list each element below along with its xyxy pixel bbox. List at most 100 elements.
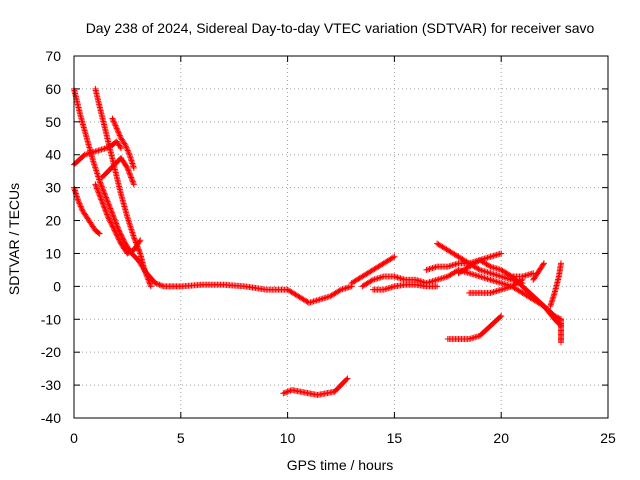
trace-marker — [97, 193, 104, 200]
trace-marker — [124, 147, 131, 154]
y-tick-label: 20 — [45, 213, 61, 229]
trace-marker — [111, 215, 118, 222]
trace-marker — [92, 182, 99, 189]
trace-marker — [125, 148, 132, 155]
trace-marker — [127, 171, 134, 178]
data-point — [558, 339, 565, 346]
data-point — [540, 260, 547, 267]
trace-marker — [100, 203, 107, 210]
trace-marker — [93, 184, 100, 191]
trace-marker — [114, 128, 121, 135]
trace-marker — [116, 236, 123, 243]
trace-marker — [486, 262, 493, 269]
trace-marker — [110, 118, 117, 125]
trace-marker — [121, 140, 128, 147]
trace-marker — [106, 202, 113, 209]
trace-marker — [97, 179, 104, 186]
trace-marker — [105, 215, 112, 222]
ticks: 0 5 10 15 20 25 -40 -30 -20 -10 0 10 20 30 40 50 60 70 — [41, 48, 616, 446]
data-point — [96, 230, 103, 237]
trace-marker — [102, 207, 109, 214]
trace-marker — [156, 281, 163, 288]
trace-marker — [286, 388, 293, 395]
trace-marker — [111, 119, 118, 126]
y-tick-label: 30 — [45, 180, 61, 196]
trace-marker — [146, 280, 153, 287]
trace-marker — [95, 188, 102, 195]
trace-marker — [103, 210, 110, 217]
trace-marker — [110, 116, 117, 123]
trace-marker — [116, 237, 123, 244]
trace-marker — [93, 185, 100, 192]
data-point — [122, 141, 129, 148]
data-point — [111, 227, 118, 234]
trace-marker — [116, 132, 123, 139]
y-tick-label: 10 — [45, 245, 61, 261]
data-point — [92, 181, 99, 188]
trace-marker — [77, 203, 84, 210]
trace-marker — [97, 180, 104, 187]
data-point — [124, 250, 131, 257]
trace-marker — [95, 189, 102, 196]
trace-marker — [103, 208, 110, 215]
plot-frame — [73, 55, 609, 419]
y-tick-label: -20 — [41, 344, 61, 360]
data-point — [98, 197, 105, 204]
trace-marker — [105, 199, 112, 206]
trace-marker — [123, 163, 130, 170]
trace-marker — [97, 195, 104, 202]
trace-marker — [147, 281, 154, 288]
trace-marker — [101, 191, 108, 198]
trace-marker — [126, 249, 133, 256]
trace-marker — [497, 313, 504, 320]
trace-marker — [105, 201, 112, 208]
trace-marker — [100, 189, 107, 196]
trace-marker — [78, 206, 85, 213]
trace-marker — [109, 212, 116, 219]
trace-marker — [110, 224, 117, 231]
trace-marker — [153, 280, 160, 287]
trace-marker — [98, 183, 105, 190]
trace-marker — [143, 271, 150, 278]
trace-marker — [107, 218, 114, 225]
data-point — [96, 178, 103, 185]
x-tick-label: 10 — [280, 430, 296, 446]
trace-marker — [95, 229, 102, 236]
trace-marker — [76, 200, 83, 207]
trace-marker — [124, 166, 131, 173]
trace-marker — [144, 275, 151, 282]
trace-marker — [112, 122, 119, 129]
trace-marker — [144, 273, 151, 280]
trace-marker — [117, 143, 124, 150]
trace-marker — [104, 198, 111, 205]
trace-marker — [77, 202, 84, 209]
trace-marker — [127, 173, 134, 180]
y-tick-label: 0 — [53, 278, 61, 294]
data-point — [280, 390, 287, 397]
trace-marker — [99, 200, 106, 207]
y-tick-label: -30 — [41, 377, 61, 393]
trace-marker — [99, 186, 106, 193]
trace-marker — [126, 169, 133, 176]
data-point — [434, 283, 441, 290]
trace-marker — [126, 170, 133, 177]
x-tick-label: 0 — [70, 430, 78, 446]
x-tick-label: 5 — [177, 430, 185, 446]
trace-marker — [106, 216, 113, 223]
trace-marker — [98, 196, 105, 203]
y-tick-label: -10 — [41, 311, 61, 327]
trace-marker — [128, 174, 135, 181]
data-point — [109, 210, 116, 217]
trace-marker — [99, 184, 106, 191]
trace-marker — [136, 238, 143, 245]
data-point — [103, 194, 110, 201]
data-point — [75, 197, 82, 204]
trace-marker — [124, 146, 131, 153]
trace-marker — [102, 193, 109, 200]
trace-marker — [108, 209, 115, 216]
trace-marker — [128, 248, 135, 255]
data-point — [130, 164, 137, 171]
trace-marker — [104, 197, 111, 204]
